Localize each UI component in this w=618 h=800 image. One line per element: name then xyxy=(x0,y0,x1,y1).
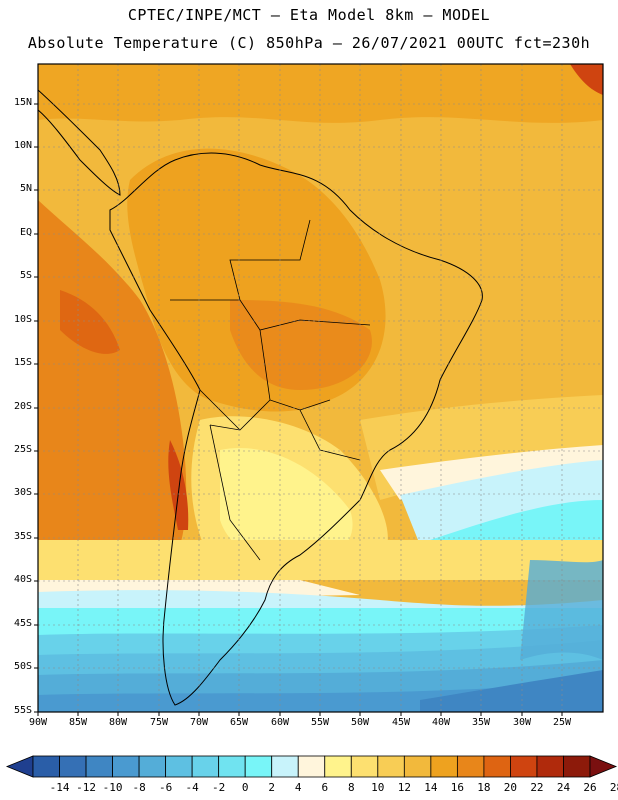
lat-label: EQ xyxy=(19,227,32,238)
lat-label: 5N xyxy=(19,183,32,194)
field-pacific-22 xyxy=(38,200,187,545)
colorbar-cell xyxy=(85,755,113,778)
colorbar-cell-min xyxy=(5,755,34,778)
colorbar-cell xyxy=(563,755,591,778)
colorbar-cell xyxy=(430,755,458,778)
field-pacific-24 xyxy=(60,290,120,354)
colorbar-label: 4 xyxy=(294,781,302,794)
colorbar-cell xyxy=(536,755,564,778)
lat-label: 50S xyxy=(13,661,32,672)
lon-label: 60W xyxy=(270,717,290,728)
lon-label: 45W xyxy=(391,717,411,728)
lat-label: 25S xyxy=(13,444,32,455)
colorbar-label: 2 xyxy=(268,781,276,794)
colorbar-label: 24 xyxy=(556,781,571,794)
colorbar-cell xyxy=(377,755,405,778)
colorbar-cell xyxy=(271,755,299,778)
lon-label: 35W xyxy=(471,717,491,728)
colorbar-label: 14 xyxy=(424,781,438,794)
lon-label: 50W xyxy=(350,717,370,728)
colorbar-label: 26 xyxy=(583,781,597,794)
field-north-16 xyxy=(38,64,603,123)
lon-label: 70W xyxy=(189,717,209,728)
colorbar-cell xyxy=(244,755,273,778)
lon-label: 85W xyxy=(68,717,88,728)
lat-label: 40S xyxy=(13,574,32,585)
field-lat55-m6 xyxy=(420,670,603,712)
colorbar-label: 18 xyxy=(477,781,491,794)
colorbar-label: -2 xyxy=(212,781,226,794)
colorbar-cell xyxy=(403,755,432,778)
lon-label: 25W xyxy=(552,717,572,728)
field-south-10 xyxy=(220,448,353,565)
colorbar-label: 12 xyxy=(397,781,411,794)
colorbar-cell xyxy=(59,755,87,778)
colorbar-label: -12 xyxy=(76,781,96,794)
field-chile-24 xyxy=(168,440,189,530)
map-title-line1: CPTEC/INPE/MCT – Eta Model 8km – MODEL xyxy=(127,6,491,24)
colorbar-cell-max xyxy=(589,755,618,778)
field-atl-cold xyxy=(520,560,603,660)
colorbar-cell xyxy=(32,755,60,778)
lat-label: 15N xyxy=(13,97,32,108)
colorbar-cell xyxy=(510,755,538,778)
axis-ticks xyxy=(34,103,563,716)
lon-label: 30W xyxy=(512,717,532,728)
colorbar-cell xyxy=(191,755,220,778)
lat-label: 15S xyxy=(13,357,32,368)
lon-label: 75W xyxy=(149,717,169,728)
lon-label: 80W xyxy=(108,717,128,728)
lat-label: 45S xyxy=(13,618,32,629)
lat-label: 20S xyxy=(13,401,32,412)
colorbar-label: -8 xyxy=(132,781,146,794)
lat-label: 5S xyxy=(19,270,32,281)
colorbar-label: 10 xyxy=(371,781,385,794)
colorbar-label: -14 xyxy=(49,781,70,794)
colorbar-cell xyxy=(165,755,193,778)
lat-label: 55S xyxy=(13,705,32,716)
field-atlantic-8 xyxy=(380,445,603,500)
south-america-coast xyxy=(109,152,483,706)
central-america-coast xyxy=(38,89,121,196)
lon-label: 65W xyxy=(229,717,249,728)
field-ne-corner xyxy=(570,64,603,95)
lat-label: 35S xyxy=(13,531,32,542)
colorbar-label: -6 xyxy=(158,781,173,794)
colorbar-label: -4 xyxy=(185,781,199,794)
map-title-line2: Absolute Temperature (C) 850hPa – 26/07/… xyxy=(27,34,591,52)
colorbar-label: 8 xyxy=(347,781,355,794)
colorbar-label: 0 xyxy=(241,781,249,794)
colorbar-label: -10 xyxy=(102,781,123,794)
colorbar-cell xyxy=(297,755,326,778)
colorbar-cell xyxy=(218,755,246,778)
lon-label: 90W xyxy=(28,717,48,728)
lon-label: 40W xyxy=(431,717,451,728)
colorbar-label: 6 xyxy=(321,781,329,794)
lat-label: 10S xyxy=(13,314,32,325)
colorbar-label: 22 xyxy=(530,781,544,794)
colorbar-label: 16 xyxy=(450,781,464,794)
colorbar-label: 28 xyxy=(609,781,618,794)
lat-label: 30S xyxy=(13,487,32,498)
colorbar-cell xyxy=(456,755,485,778)
field-lowlat-10 xyxy=(38,540,603,580)
colorbar-cell xyxy=(324,755,352,778)
colorbar-cell xyxy=(138,755,167,778)
graticule xyxy=(38,64,603,712)
lat-label: 10N xyxy=(13,140,32,151)
colorbar-cell xyxy=(483,755,511,778)
colorbar-cell xyxy=(112,755,140,778)
lon-label: 55W xyxy=(310,717,330,728)
colorbar-cell xyxy=(350,755,379,778)
colorbar-label: 20 xyxy=(503,781,518,794)
